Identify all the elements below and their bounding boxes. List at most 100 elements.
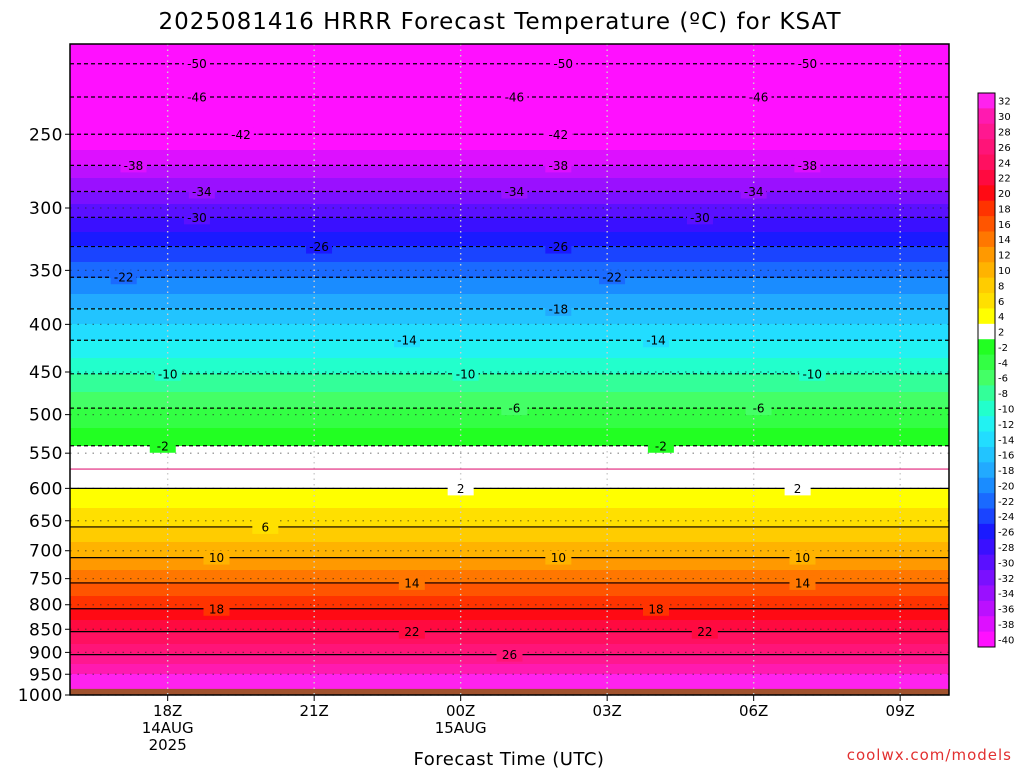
temperature-band xyxy=(70,480,949,483)
temperature-band xyxy=(70,438,949,441)
contour-label: -30 xyxy=(690,211,710,225)
temperature-band xyxy=(70,324,949,327)
temperature-band xyxy=(70,686,949,689)
temperature-band xyxy=(70,434,949,437)
colorbar-swatch xyxy=(978,277,995,294)
contour-label-bg xyxy=(686,210,713,225)
contour-label-bg xyxy=(447,481,474,496)
temperature-band xyxy=(70,74,949,77)
temperature-band xyxy=(70,588,949,591)
temperature-band xyxy=(70,524,949,527)
temperature-band xyxy=(70,182,949,185)
temperature-band xyxy=(70,172,949,175)
temperature-band xyxy=(70,300,949,303)
contour-label: -6 xyxy=(508,402,520,416)
contour-label: -26 xyxy=(549,240,569,254)
colorbar-swatch xyxy=(978,416,995,433)
temperature-band xyxy=(70,466,949,469)
colorbar-swatch xyxy=(978,477,995,494)
temperature-band xyxy=(70,166,949,169)
colorbar-frame xyxy=(977,92,996,648)
temperature-band xyxy=(70,346,949,349)
colorbar-swatch xyxy=(978,216,995,232)
contour-label-bg xyxy=(545,550,572,565)
temperature-band xyxy=(70,430,949,433)
temperature-band xyxy=(70,396,949,399)
temperature-band xyxy=(70,310,949,313)
plot-area: -50 -50 -50 -46 -46 -46 -42 -42 -38 -38 -38 -34 -34 -… xyxy=(69,43,950,696)
colorbar-label: -30 xyxy=(998,558,1014,569)
temperature-band xyxy=(70,290,949,293)
temperature-band xyxy=(70,78,949,81)
contour-label: -10 xyxy=(158,367,178,381)
temperature-band xyxy=(70,116,949,119)
temperature-band xyxy=(70,266,949,269)
colorbar-label: 8 xyxy=(998,281,1004,292)
temperature-band xyxy=(70,112,949,115)
y-tick-label: 400 xyxy=(29,315,63,335)
contour-label-bg xyxy=(188,184,215,199)
temperature-band xyxy=(70,122,949,125)
temperature-band xyxy=(70,530,949,533)
contour-label: 26 xyxy=(502,648,517,662)
temperature-band xyxy=(70,394,949,397)
temperature-band xyxy=(70,86,949,89)
colorbar-swatch xyxy=(978,93,995,109)
temperature-band xyxy=(70,678,949,681)
temperature-band xyxy=(70,488,949,491)
y-tick-label: 850 xyxy=(29,620,63,640)
temperature-band xyxy=(70,256,949,259)
contour-label-bg xyxy=(203,550,230,565)
temperature-band xyxy=(70,180,949,183)
temperature-band xyxy=(70,590,949,593)
temperature-band xyxy=(70,558,949,561)
credit-text[interactable]: coolwx.com/models xyxy=(847,746,1012,764)
y-tick-label: 800 xyxy=(29,596,63,616)
colorbar-label: 28 xyxy=(998,127,1011,138)
colorbar-swatch xyxy=(978,554,995,571)
temperature-band xyxy=(70,390,949,393)
temperature-band xyxy=(70,576,949,579)
temperature-band xyxy=(70,644,949,647)
contour-label: -10 xyxy=(456,367,476,381)
temperature-band xyxy=(70,340,949,343)
contour-label: 10 xyxy=(209,551,224,565)
temperature-band xyxy=(70,264,949,267)
contour-label-bg xyxy=(794,56,821,71)
contour-label: -22 xyxy=(114,271,134,285)
temperature-band xyxy=(70,606,949,609)
x-tick-label: 03Z xyxy=(592,702,621,720)
colorbar-label: -4 xyxy=(998,358,1008,369)
temperature-band xyxy=(70,354,949,357)
temperature-band xyxy=(70,496,949,499)
temperature-band xyxy=(70,254,949,257)
contour-label: 2 xyxy=(794,482,802,496)
temperature-band xyxy=(70,274,949,277)
temperature-band xyxy=(70,368,949,371)
temperature-band xyxy=(70,106,949,109)
colorbar-swatch xyxy=(978,154,995,171)
temperature-band xyxy=(70,474,949,477)
temperature-band xyxy=(70,262,949,265)
colorbar-swatch xyxy=(978,631,995,648)
temperature-band xyxy=(70,68,949,71)
temperature-band xyxy=(70,436,949,439)
colorbar-label: -18 xyxy=(998,466,1014,477)
temperature-band xyxy=(70,334,949,337)
temperature-band xyxy=(70,628,949,631)
colorbar-swatch xyxy=(978,446,995,463)
colorbar-label: -22 xyxy=(998,497,1014,508)
y-tick-label: 550 xyxy=(29,444,63,464)
y-axis-ticks: 250 300 350 400 450 500 550 600 650 700 750 800 850 9… xyxy=(18,125,70,706)
colorbar-label: 24 xyxy=(998,158,1011,169)
colorbar-label: 4 xyxy=(998,312,1004,323)
temperature-band xyxy=(70,672,949,675)
temperature-band xyxy=(70,424,949,427)
colorbar-label: 32 xyxy=(998,97,1011,108)
contour-label: 14 xyxy=(795,576,810,590)
contour-label-bg xyxy=(545,239,572,254)
temperature-band xyxy=(70,600,949,603)
temperature-band xyxy=(70,392,949,395)
contour-label-bg xyxy=(203,601,230,616)
temperature-band xyxy=(70,66,949,69)
